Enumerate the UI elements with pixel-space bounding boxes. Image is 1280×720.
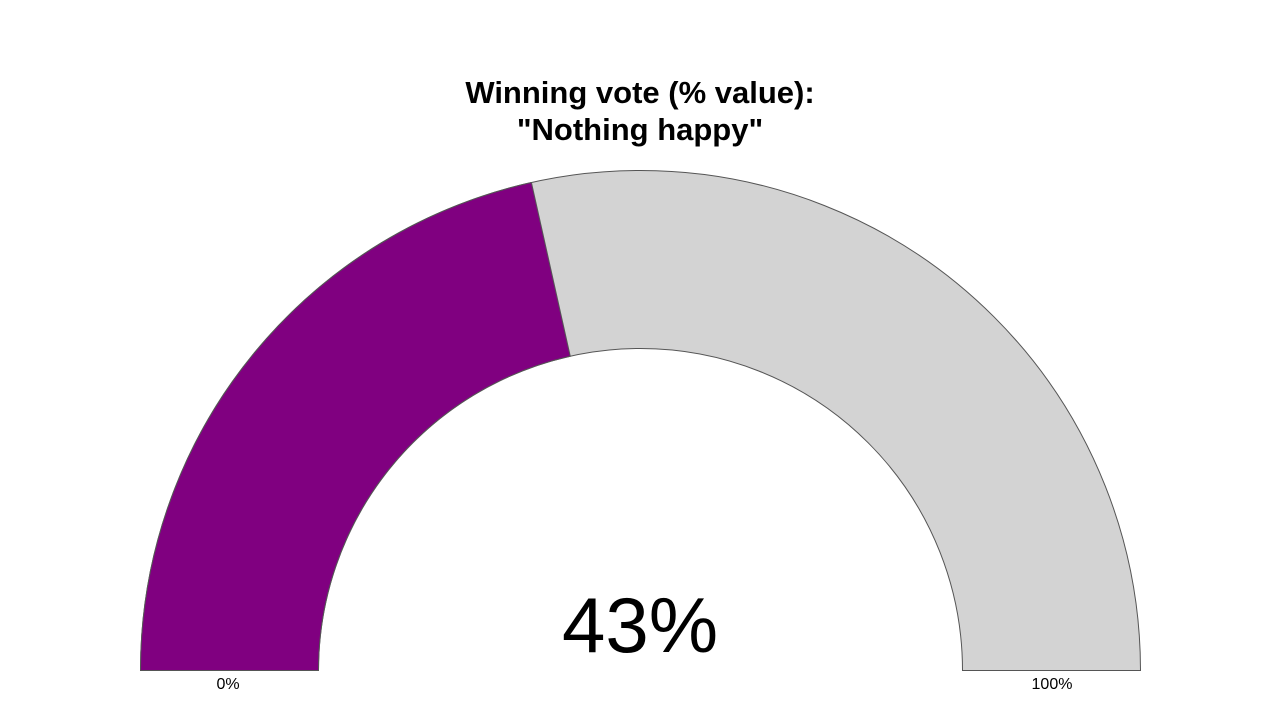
- gauge-min-label: 0%: [216, 676, 239, 693]
- gauge-value-label: 43%: [562, 581, 718, 669]
- chart-title-line-2: "Nothing happy": [517, 112, 763, 147]
- gauge-max-label: 100%: [1032, 676, 1073, 693]
- chart-title-line-1: Winning vote (% value):: [465, 75, 814, 110]
- gauge-value-arc: [139, 181, 571, 671]
